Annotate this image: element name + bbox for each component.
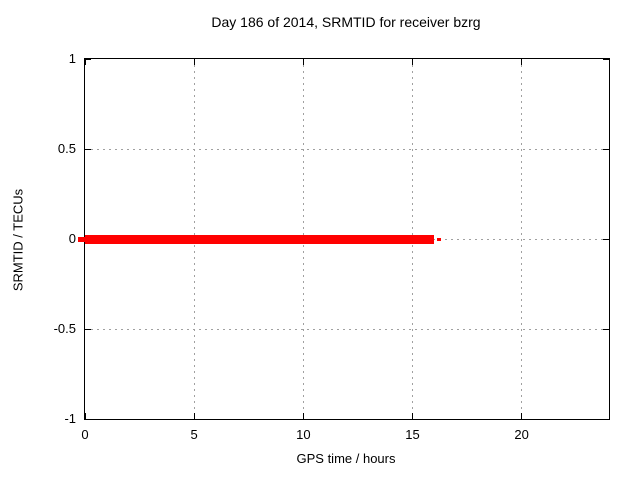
x-tick-mark-bottom (521, 413, 523, 419)
x-tick-label: 5 (190, 427, 198, 442)
y-tick-mark-right (603, 58, 609, 60)
y-axis-label: SRMTID / TECUs (10, 188, 26, 292)
series-line-start-cap (78, 236, 85, 242)
y-tick-label: 0.5 (57, 141, 76, 156)
x-tick-mark-bottom (84, 413, 86, 419)
y-tick-mark-left (85, 148, 91, 150)
x-tick-mark-bottom (412, 413, 413, 419)
x-tick-label: 0 (81, 427, 89, 442)
x-tick-label: 15 (405, 427, 420, 442)
x-tick-mark-top (412, 59, 413, 65)
series-segment (436, 237, 441, 241)
x-tick-label: 10 (296, 427, 311, 442)
y-tick-mark-right (603, 238, 609, 240)
y-tick-mark-left (85, 328, 91, 330)
x-tick-mark-bottom (302, 413, 304, 419)
grid-line-horizontal (85, 148, 609, 150)
x-tick-mark-bottom (193, 413, 195, 419)
plot-area: 0 5 10 15 20 1 0.5 0 -0.5 -1 (54, 51, 610, 442)
y-tick-label: 1 (68, 51, 76, 66)
x-tick-mark-top (302, 59, 304, 65)
series-segment (85, 234, 435, 244)
y-tick-label: 0 (68, 231, 76, 246)
y-tick-mark-right (603, 148, 609, 150)
x-axis-label: GPS time / hours (296, 451, 396, 466)
y-tick-label: -0.5 (53, 321, 76, 336)
y-tick-label: -1 (64, 411, 76, 426)
x-tick-mark-top (521, 59, 523, 65)
x-tick-label: 20 (514, 427, 529, 442)
x-tick-mark-top (84, 59, 86, 65)
y-tick-mark-right (603, 418, 609, 420)
grid-line-horizontal (85, 328, 609, 330)
y-tick-mark-right (603, 328, 609, 330)
y-tick-mark-left (85, 418, 91, 420)
y-tick-mark-left (85, 58, 91, 60)
chart-title: Day 186 of 2014, SRMTID for receiver bzr… (211, 14, 481, 30)
x-tick-mark-top (193, 59, 195, 65)
